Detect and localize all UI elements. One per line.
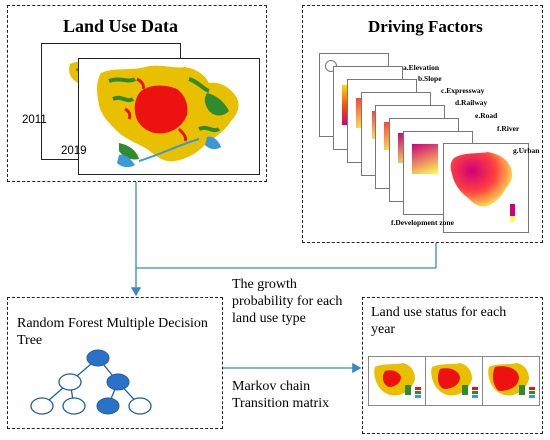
- tree-leaf-1: [30, 397, 54, 415]
- growth-probability-label: The growth probability for each land use…: [232, 277, 343, 326]
- map-2019-graphic: [97, 65, 239, 168]
- land-use-data-box: Land Use Data 2011 2019: [7, 5, 267, 182]
- tree-node-right: [106, 373, 130, 391]
- random-forest-box: Random Forest Multiple Decision Tree: [7, 297, 223, 429]
- driving-factors-title: Driving Factors: [368, 17, 483, 36]
- factor-label-elevation: a.Elevation: [403, 63, 440, 72]
- status-map-3: [482, 356, 540, 406]
- year-2011-label: 2011: [22, 114, 47, 126]
- tree-node-root: [86, 349, 110, 367]
- status-map-1: [368, 356, 426, 406]
- factor-label-expressway: c.Expressway: [441, 86, 485, 95]
- factor-label-slope: b.Slope: [418, 74, 442, 83]
- development-zone-map: [450, 152, 515, 222]
- land-use-map-2019: 2019: [61, 58, 260, 175]
- factor-label-road: e.Road: [475, 111, 498, 120]
- factor-label-development-zone: f.Development zone: [391, 218, 454, 227]
- land-use-title: Land Use Data: [63, 16, 179, 36]
- factor-label-railway: d.Railway: [455, 98, 488, 107]
- tree-leaf-4: [128, 397, 152, 415]
- year-2019-label: 2019: [61, 145, 87, 157]
- driving-factors-box: Driving Factors: [302, 5, 543, 243]
- tree-leaf-3: [96, 397, 120, 415]
- tree-leaf-2: [62, 397, 86, 415]
- decision-tree-icon: [30, 349, 152, 415]
- tree-node-left: [58, 373, 82, 391]
- factor-label-river: f.River: [497, 124, 520, 133]
- land-use-status-title: Land use status for each year: [371, 305, 507, 337]
- factor-label-urban: g.Urban: [513, 146, 540, 155]
- factor-card-development-zone: [443, 143, 529, 233]
- land-use-status-box: Land use status for each year: [362, 297, 543, 434]
- markov-chain-label: Markov chain Transition matrix: [232, 379, 330, 411]
- status-map-2: [425, 356, 483, 406]
- random-forest-title: Random Forest Multiple Decision Tree: [17, 316, 208, 348]
